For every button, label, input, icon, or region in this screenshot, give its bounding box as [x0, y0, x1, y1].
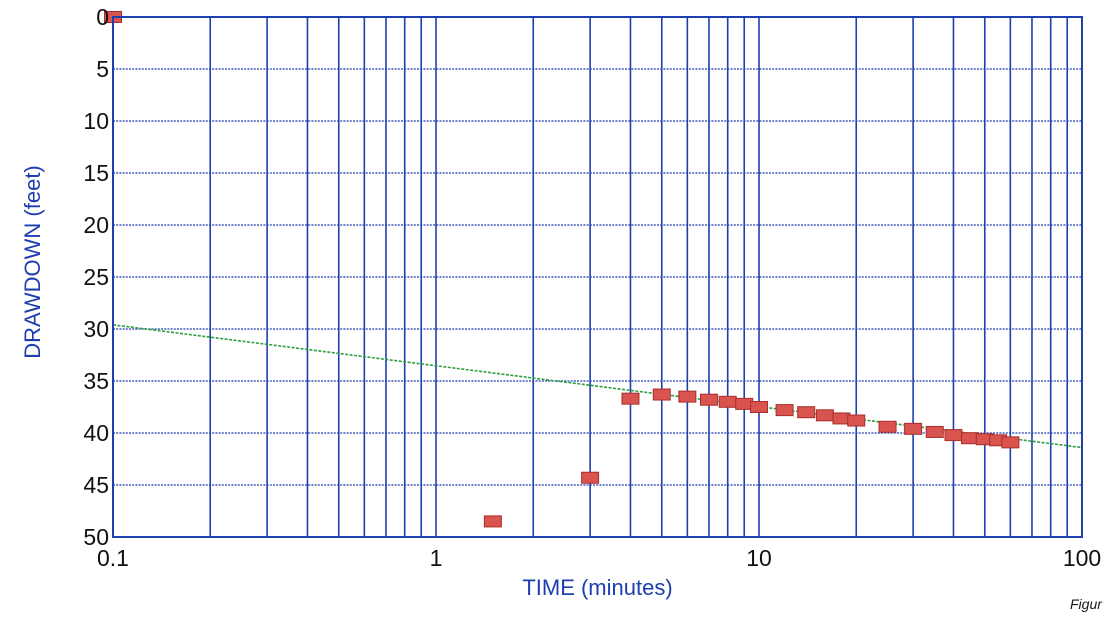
data-point: [750, 401, 768, 413]
data-point: [678, 390, 697, 403]
figure-caption-fragment: Figur: [1070, 596, 1103, 612]
data-point: [847, 414, 866, 427]
data-point: [797, 406, 816, 419]
y-tick-label: 50: [83, 524, 109, 550]
fit-line: [112, 324, 1083, 449]
data-point: [581, 471, 600, 484]
y-axis-title: DRAWDOWN (feet): [20, 165, 45, 359]
y-tick-label: 10: [83, 108, 109, 134]
y-tick-label: 20: [83, 212, 109, 238]
x-tick-label: 100: [1063, 545, 1101, 571]
x-tick-label: 1: [430, 545, 443, 571]
x-axis-title: TIME (minutes): [522, 575, 672, 600]
y-tick-label: 30: [83, 316, 109, 342]
data-point: [1001, 436, 1020, 449]
data-point: [944, 429, 963, 442]
y-tick-label: 15: [83, 160, 109, 186]
y-tick-label: 45: [83, 472, 109, 498]
data-point: [718, 395, 737, 408]
data-point: [904, 422, 923, 435]
y-tick-label: 40: [83, 420, 109, 446]
data-point: [878, 420, 897, 433]
data-point: [699, 393, 718, 406]
x-tick-label: 10: [746, 545, 772, 571]
data-point: [652, 388, 671, 401]
tick-label-layer: 0.1 1 10 100 0 5 10 15 20 25 30 35 40 45 50: [83, 4, 1101, 571]
data-point-layer: [104, 11, 1020, 528]
grid-layer: [113, 17, 1082, 537]
data-point: [925, 425, 944, 438]
y-tick-label: 35: [83, 368, 109, 394]
y-tick-label: 0: [96, 4, 109, 30]
data-point: [483, 515, 502, 528]
plot-frame: [112, 16, 1083, 538]
data-point: [775, 404, 794, 417]
data-point: [815, 409, 834, 422]
data-point: [621, 392, 640, 405]
x-tick-label: 0.1: [97, 545, 129, 571]
y-tick-label: 5: [96, 56, 109, 82]
y-tick-label: 25: [83, 264, 109, 290]
fit-line-layer: [112, 324, 1083, 449]
